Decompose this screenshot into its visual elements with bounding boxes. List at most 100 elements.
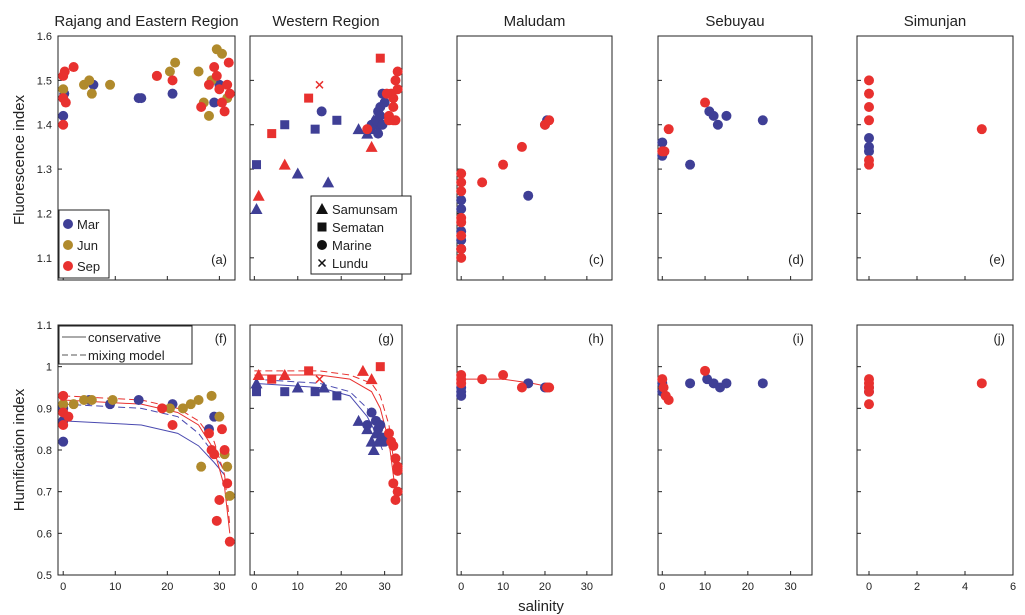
data-point-sep (864, 399, 874, 410)
panel-title: Simunjan (904, 13, 967, 30)
data-point-sep (304, 93, 314, 103)
panel-title: Sebuyau (705, 13, 764, 30)
curve-conservative-mar (63, 420, 225, 476)
data-point-sep (157, 403, 168, 414)
data-point-jun (86, 395, 97, 405)
data-point-sep (864, 115, 874, 126)
y-tick-label: 1.6 (37, 31, 52, 43)
data-point-sep (976, 124, 987, 135)
x-tick-label: 20 (161, 581, 173, 593)
data-point-sep (224, 88, 235, 99)
legend-site: Samunsam Sematan Marine Lundu (310, 195, 412, 275)
data-point-sep (211, 70, 222, 81)
data-point-mar (373, 128, 384, 139)
data-point-sep (58, 390, 69, 401)
panel-title: Western Region (272, 13, 379, 30)
data-point-sep (58, 119, 69, 130)
data-point-mar (291, 381, 304, 393)
data-point-mar (362, 420, 373, 430)
data-point-mar (209, 97, 220, 108)
data-point-sep (216, 424, 227, 435)
data-point-jun (68, 399, 79, 410)
data-point-mar (332, 391, 342, 401)
panel-frame (657, 324, 813, 576)
y-tick-label: 0.7 (37, 487, 52, 499)
data-point-jun (224, 490, 235, 501)
panel-frame (456, 35, 613, 281)
data-point-sep (211, 515, 222, 526)
panel-letter: (j) (993, 331, 1005, 346)
data-point-sep (209, 62, 220, 73)
data-point-sep (203, 79, 214, 90)
x-tick-label: 10 (292, 581, 304, 593)
legend-marker-square (317, 222, 327, 232)
x-tick-label: 0 (60, 581, 66, 593)
data-point-sep (456, 177, 467, 188)
data-point-mar (136, 93, 147, 104)
data-point-mar (757, 378, 768, 389)
data-point-sep (209, 449, 220, 460)
y-tick-label: 0.6 (37, 528, 52, 540)
legend-marker-cross (317, 258, 327, 268)
data-point-mar (456, 195, 467, 206)
x-tick-label: 20 (742, 581, 754, 593)
data-point-sep (58, 420, 69, 430)
data-point-mar (317, 381, 330, 393)
y-tick-label: 0.5 (37, 570, 52, 582)
data-point-sep (456, 252, 467, 263)
x-tick-label: 0 (659, 581, 665, 593)
data-point-sep (456, 243, 467, 254)
data-point-sep (498, 370, 509, 380)
data-point-sep (365, 140, 378, 152)
data-point-sep (388, 101, 399, 112)
data-point-jun (105, 79, 116, 90)
x-axis-label: salinity (518, 598, 564, 615)
x-tick-label: 10 (497, 581, 509, 593)
legend-label: Mar (77, 217, 100, 232)
y-tick-label: 0.8 (37, 445, 52, 457)
data-point-sep (167, 420, 178, 430)
data-point-sep (864, 75, 874, 86)
data-point-mar (133, 395, 144, 405)
data-point-sep (278, 369, 291, 380)
y-tick-label: 1.4 (37, 120, 52, 132)
data-point-jun (86, 88, 97, 99)
legend-marker-mar (63, 219, 73, 229)
legend-label: Lundu (332, 256, 368, 271)
data-point-jun (58, 84, 69, 95)
x-tick-label: 20 (335, 581, 347, 593)
legend-marker-sep (63, 261, 73, 271)
data-point-sep (196, 101, 207, 112)
data-point-jun (58, 399, 69, 410)
data-point-jun (170, 57, 181, 68)
data-point-sep (456, 217, 467, 228)
data-point-sep (222, 478, 233, 489)
data-point-sep (219, 106, 230, 117)
legend-label: Jun (77, 238, 98, 253)
panel-letter: (h) (588, 331, 604, 346)
y-tick-label: 1.1 (37, 320, 52, 332)
x-tick-label: 20 (539, 581, 551, 593)
data-point-sep (390, 453, 401, 464)
data-point-jun (216, 48, 227, 59)
data-point-sep (657, 374, 668, 385)
data-point-mar (352, 414, 365, 426)
x-tick-label: 0 (866, 581, 872, 593)
data-point-mar (310, 124, 320, 134)
panel-frame (657, 35, 813, 281)
data-point-sep (223, 57, 234, 68)
data-point-mar (523, 190, 534, 201)
data-point-sep (252, 369, 265, 380)
panel-frame (856, 324, 1014, 576)
x-tick-label: 30 (213, 581, 225, 593)
x-tick-label: 0 (458, 581, 464, 593)
data-point-sep (315, 80, 324, 89)
y-tick-label: 1.3 (37, 164, 52, 176)
panel-letter: (c) (589, 252, 604, 267)
data-point-sep (383, 428, 394, 439)
panel-f: 0 10 20 30 0.5 0.6 0.7 0.8 0.9 1 1.1 (f) (37, 320, 236, 593)
data-point-mar (280, 120, 290, 130)
panel-letter: (a) (211, 252, 227, 267)
data-point-mar (456, 390, 467, 401)
